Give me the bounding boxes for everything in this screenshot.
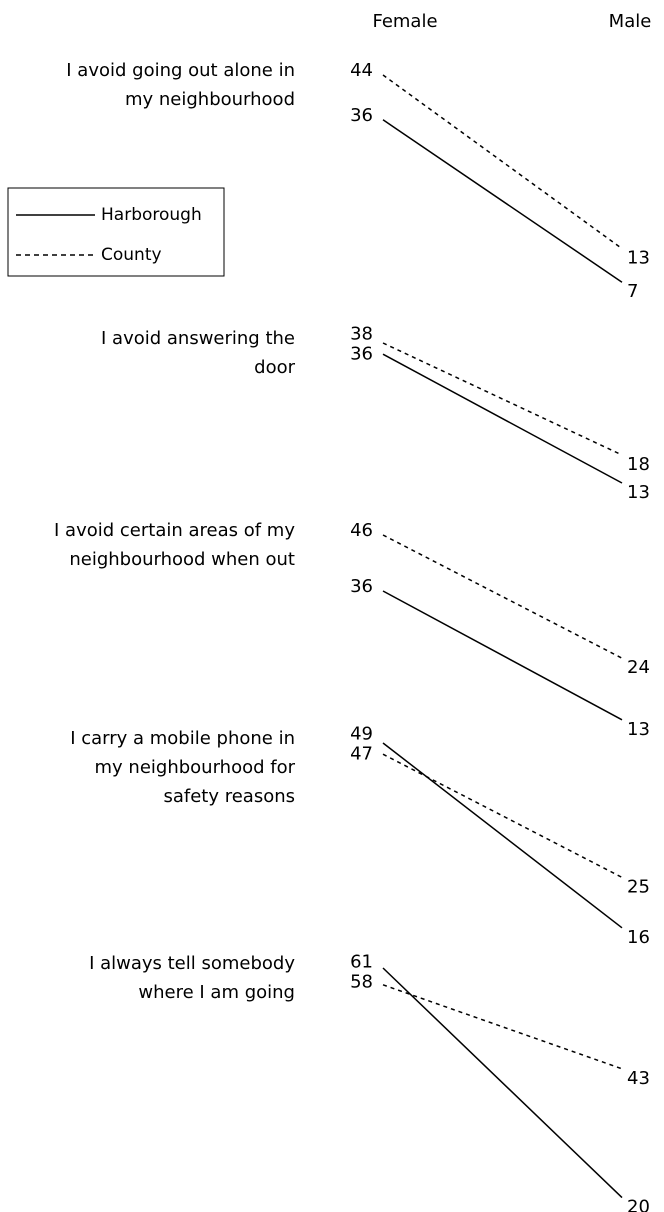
value-label: 38 bbox=[350, 324, 373, 345]
value-label: 16 bbox=[627, 927, 650, 948]
slope-line bbox=[382, 74, 623, 250]
slope-line bbox=[382, 534, 623, 659]
statement-label: my neighbourhood for bbox=[95, 757, 296, 778]
statement-label: my neighbourhood bbox=[125, 89, 295, 110]
value-label: 7 bbox=[627, 281, 638, 302]
slope-line bbox=[382, 590, 623, 721]
slope-line bbox=[382, 119, 623, 283]
legend-box bbox=[7, 187, 225, 277]
statement-label: I avoid certain areas of my bbox=[54, 520, 295, 541]
slope-line bbox=[382, 753, 623, 879]
statement-label: door bbox=[254, 357, 295, 378]
value-label: 36 bbox=[350, 576, 373, 597]
statement-label: I carry a mobile phone in bbox=[70, 728, 295, 749]
value-label: 58 bbox=[350, 971, 373, 992]
value-label: 20 bbox=[627, 1197, 650, 1212]
column-header: Male bbox=[609, 11, 652, 32]
value-label: 18 bbox=[627, 454, 650, 475]
statement-label: where I am going bbox=[138, 982, 295, 1003]
value-label: 13 bbox=[627, 719, 650, 740]
statement-label: neighbourhood when out bbox=[69, 549, 295, 570]
statement-label: I avoid going out alone in bbox=[66, 60, 295, 81]
statement-label: safety reasons bbox=[163, 786, 295, 807]
value-label: 25 bbox=[627, 876, 650, 897]
slope-line bbox=[382, 742, 623, 929]
legend-label: Harborough bbox=[101, 205, 202, 225]
column-header: Female bbox=[372, 11, 437, 32]
value-label: 36 bbox=[350, 105, 373, 126]
value-label: 61 bbox=[350, 951, 373, 972]
statement-label: I avoid answering the bbox=[101, 328, 295, 349]
value-label: 46 bbox=[350, 520, 373, 541]
slope-line bbox=[382, 342, 623, 456]
value-label: 44 bbox=[350, 60, 373, 81]
value-label: 36 bbox=[350, 344, 373, 365]
slope-line bbox=[382, 353, 623, 484]
value-label: 49 bbox=[350, 724, 373, 745]
value-label: 13 bbox=[627, 482, 650, 503]
slope-line bbox=[382, 967, 623, 1199]
slope-line bbox=[382, 984, 623, 1070]
statement-label: I always tell somebody bbox=[89, 953, 295, 974]
legend-label: County bbox=[101, 245, 162, 265]
value-label: 24 bbox=[627, 657, 650, 678]
value-label: 43 bbox=[627, 1068, 650, 1089]
value-label: 13 bbox=[627, 248, 650, 269]
value-label: 47 bbox=[350, 744, 373, 765]
